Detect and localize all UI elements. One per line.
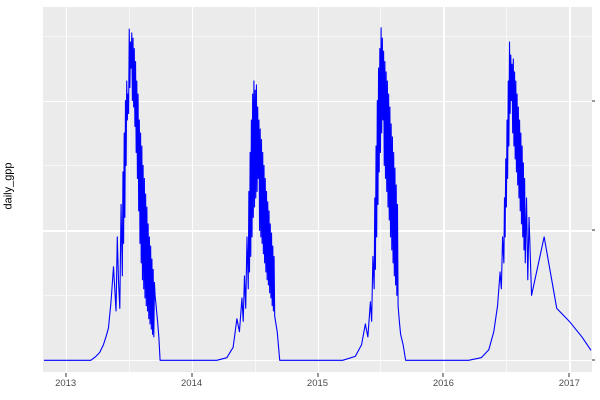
gridline-major-vertical [317,7,319,372]
x-tick-mark [442,373,444,377]
data-series-daily-gpp [43,27,592,361]
x-tick-label: 2017 [558,378,580,389]
gridline-major-vertical [443,7,445,372]
y-tick-mark [591,359,595,361]
y-axis-title-text: daily_gpp [3,162,15,210]
gridline-major-vertical [191,7,193,372]
x-tick-label: 2014 [181,378,203,389]
gridline-minor-vertical [128,7,130,372]
series-layer [43,27,592,361]
x-tick-label: 2015 [306,378,329,389]
x-tick-mark [191,373,193,377]
gridline-minor-vertical [380,7,382,372]
x-tick-label: 2016 [432,378,454,389]
y-tick-mark [591,100,595,102]
y-axis-title: daily_gpp [0,0,18,372]
gridline-major-vertical [569,7,571,372]
x-tick-mark [568,373,570,377]
x-tick-mark [317,373,318,377]
plot-panel [43,7,592,372]
x-tick-label: 2013 [55,378,77,389]
gridline-major-vertical [65,7,67,372]
x-tick-mark [65,373,67,377]
y-tick-mark [591,229,595,231]
